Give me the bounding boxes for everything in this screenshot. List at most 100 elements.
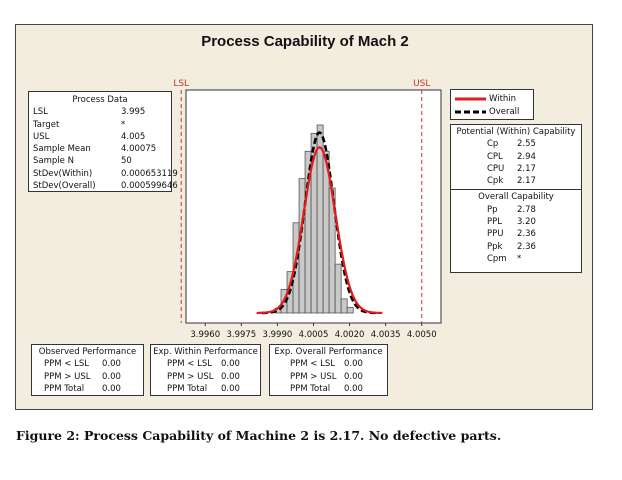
observed-performance-value: 0.00 [102,359,121,370]
potential-capability-value: 2.17 [517,176,536,187]
overall-capability-label: PPL [487,217,502,228]
process-data-row: Sample N 50 [29,155,171,167]
potential-capability-label: Cp [487,139,499,150]
process-data-value: * [121,119,126,130]
potential-capability-label: CPU [487,163,505,174]
overall-capability-value: 2.36 [517,241,536,252]
process-data-row: StDev(Overall) 0.000599646 [29,180,178,192]
x-tick-label: 4.0035 [371,330,401,340]
observed-performance-row: PPM Total 0.00 [32,383,143,395]
exp-overall-performance-row: PPM > USL 0.00 [270,371,387,383]
legend-overall: Overall [451,106,533,119]
exp-overall-performance-value: 0.00 [344,371,363,382]
observed-performance-value: 0.00 [102,383,121,394]
process-data-title: Process Data [72,95,128,105]
potential-capability-row: CPU 2.17 [451,163,581,175]
process-data-row: Sample Mean 4.00075 [29,143,171,155]
overall-capability-label: Pp [487,204,498,215]
process-data-label: StDev(Within) [33,168,93,179]
exp-overall-performance-title: Exp. Overall Performance [274,347,383,357]
overall-curve [261,131,378,315]
exp-within-performance-label: PPM < LSL [167,359,212,370]
potential-capability-value: 2.17 [517,163,536,174]
exp-within-performance-row: PPM Total 0.00 [151,383,260,395]
capability-plot: LSL USL 3.9960 3.9975 3.9990 4.0005 4.0020 4.0… [173,79,442,340]
observed-performance-title: Observed Performance [38,347,137,357]
observed-performance-row: PPM > USL 0.00 [32,371,143,383]
potential-capability-row: Cpk 2.17 [451,175,581,187]
observed-performance-box: Observed Performance PPM < LSL 0.00 PPM > … [31,344,144,396]
potential-capability-value: 2.55 [517,139,536,150]
overall-capability-row: Pp 2.78 [451,204,581,216]
process-data-row: LSL 3.995 [29,106,171,118]
x-tick-label: 3.9990 [263,330,293,340]
process-data-value: 3.995 [121,107,146,118]
capability-box: Potential (Within) Capability Cp 2.55 CPL 2… [450,124,582,273]
process-data-box: Process Data LSL 3.995 Target * USL 4.005 Samp… [28,91,178,192]
usl-label: USL [413,79,430,89]
overall-capability-value: 3.20 [517,217,536,228]
overall-capability-value: 2.36 [517,229,536,240]
exp-within-performance-value: 0.00 [221,383,240,394]
process-data-label: USL [33,131,50,142]
legend-overall-label: Overall [489,107,520,117]
process-data-label: Sample N [33,156,74,167]
process-data-value: 0.000653119 [121,168,178,179]
observed-performance-label: PPM > USL [44,371,91,382]
exp-within-performance-value: 0.00 [221,371,240,382]
process-data-value: 0.000599646 [121,181,178,192]
lsl-label: LSL [173,79,189,89]
histogram-bar [346,306,354,314]
exp-overall-performance-label: PPM < LSL [290,359,335,370]
process-data-row: USL 4.005 [29,131,171,143]
exp-overall-performance-label: PPM > USL [290,371,337,382]
histogram-bar [340,298,348,314]
legend: Within Overall [450,89,534,120]
process-data-label: Sample Mean [33,144,91,155]
legend-within: Within [451,93,533,106]
exp-within-performance-label: PPM > USL [167,371,214,382]
process-data-row: Target * [29,119,171,131]
process-data-row: StDev(Within) 0.000653119 [29,168,178,180]
exp-within-performance-title: Exp. Within Performance [153,347,258,357]
exp-overall-performance-value: 0.00 [344,359,363,370]
chart-title: Process Capability of Mach 2 [201,33,409,50]
chart-frame: Process Capability of Mach 2 LSL USL 3.99… [15,24,593,410]
histogram-bar [316,124,324,314]
overall-capability-title: Overall Capability [478,192,554,203]
overall-capability-row: Ppk 2.36 [451,241,581,253]
exp-within-performance-label: PPM Total [167,383,208,394]
process-data-label: LSL [33,107,48,118]
overall-capability-row: PPL 3.20 [451,216,581,228]
observed-performance-label: PPM Total [44,383,85,394]
exp-within-performance-row: PPM < LSL 0.00 [151,358,260,370]
observed-performance-label: PPM < LSL [44,359,89,370]
overall-capability-row: PPU 2.36 [451,228,581,240]
within-curve [256,146,383,315]
observed-performance-value: 0.00 [102,371,121,382]
exp-overall-performance-value: 0.00 [344,383,363,394]
process-data-label: StDev(Overall) [33,181,96,192]
potential-capability-title: Potential (Within) Capability [456,127,576,137]
potential-capability-value: 2.94 [517,151,536,162]
legend-within-label: Within [489,94,517,104]
observed-performance-row: PPM < LSL 0.00 [32,358,143,370]
potential-capability-label: Cpk [487,176,504,187]
exp-within-performance-box: Exp. Within Performance PPM < LSL 0.00 PPM… [150,344,261,396]
process-data-label: Target [33,119,60,130]
overall-capability-label: Cpm [487,253,507,264]
x-tick-label: 4.0005 [299,330,329,340]
x-tick-label: 4.0050 [407,330,437,340]
potential-capability-row: CPL 2.94 [451,151,581,163]
histogram-bar [334,263,342,314]
overall-capability-label: PPU [487,229,504,240]
process-data-value: 50 [121,156,132,167]
overall-capability-value: * [517,253,522,264]
overall-capability-label: Ppk [487,241,503,252]
capability-divider [451,189,581,191]
exp-overall-performance-label: PPM Total [290,383,331,394]
exp-overall-performance-row: PPM < LSL 0.00 [270,358,387,370]
process-data-value: 4.005 [121,131,146,142]
exp-overall-performance-box: Exp. Overall Performance PPM < LSL 0.00 PP… [269,344,388,396]
overall-capability-row: Cpm * [451,253,581,265]
